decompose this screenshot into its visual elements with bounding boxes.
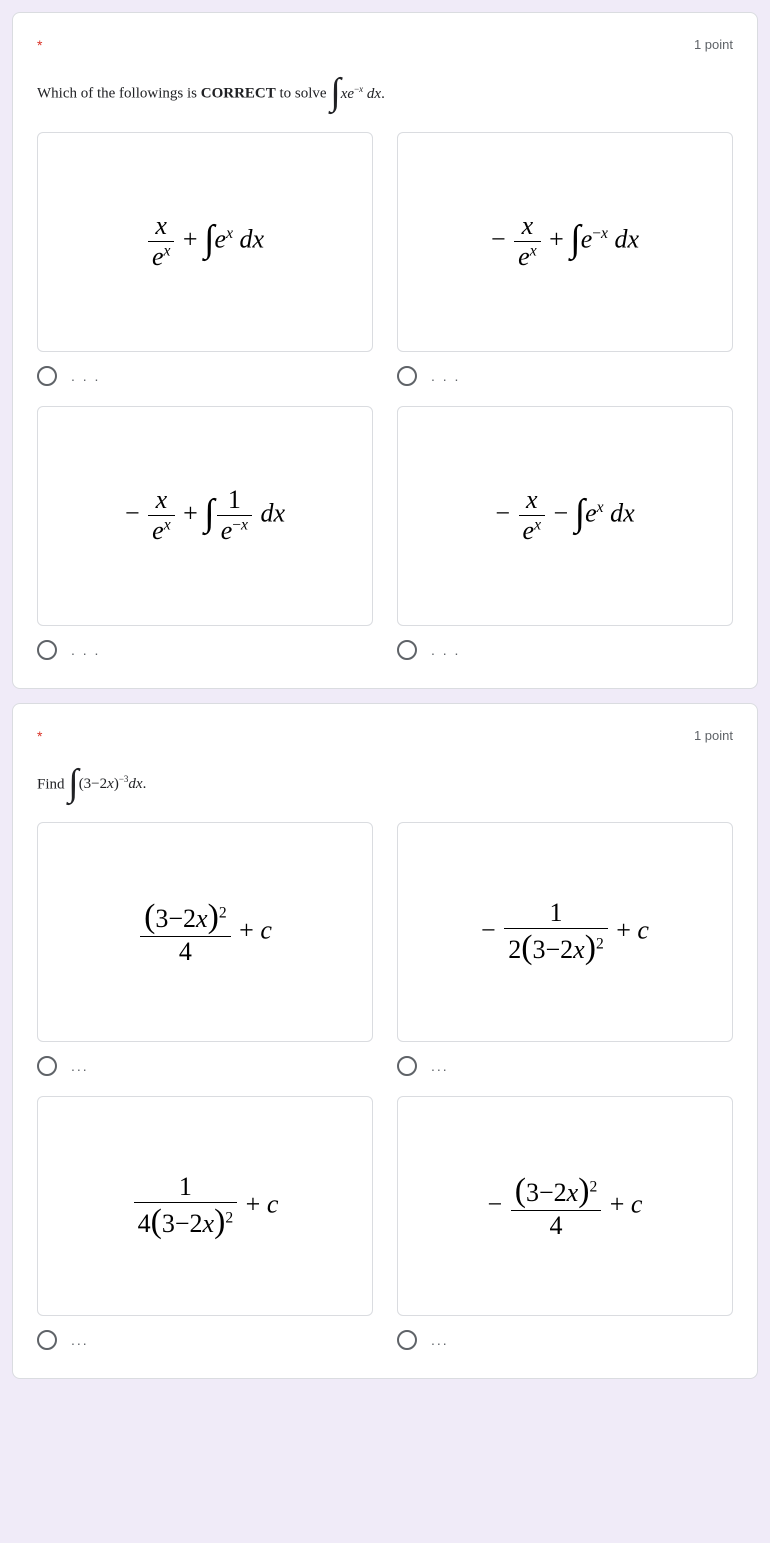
- radio-label: ...: [431, 1332, 449, 1348]
- question-header: * 1 point: [37, 37, 733, 53]
- radio-icon[interactable]: [37, 366, 57, 386]
- option-cell: − 12(3−2x)2 + c...: [397, 822, 733, 1076]
- radio-icon[interactable]: [37, 640, 57, 660]
- option-cell: − xex + ∫e−x dx . . .: [397, 132, 733, 386]
- option-formula: − xex − ∫ex dx: [495, 485, 634, 546]
- question-prefix: Find: [37, 776, 68, 792]
- radio-label: . . .: [71, 368, 100, 384]
- radio-option[interactable]: . . .: [37, 366, 373, 386]
- options-grid: xex + ∫ex dx. . .− xex + ∫e−x dx. . .− x…: [37, 132, 733, 660]
- option-formula: − (3−2x)24 + c: [488, 1172, 643, 1241]
- options-grid: (3−2x)24 + c...− 12(3−2x)2 + c...14(3−2x…: [37, 822, 733, 1350]
- radio-icon[interactable]: [397, 1330, 417, 1350]
- question-prefix: Which of the followings is: [37, 86, 201, 102]
- option-cell: xex + ∫ex dx . . .: [37, 132, 373, 386]
- formula-box: − xex + ∫e−x dx: [397, 132, 733, 352]
- radio-label: ...: [71, 1058, 89, 1074]
- option-formula: − 12(3−2x)2 + c: [481, 898, 649, 967]
- radio-label: . . .: [71, 642, 100, 658]
- radio-label: . . .: [431, 368, 460, 384]
- question-card: * 1 point Which of the followings is CORRE…: [12, 12, 758, 689]
- required-asterisk: *: [37, 728, 42, 744]
- formula-box: − xex − ∫ex dx: [397, 406, 733, 626]
- option-formula: − xex + ∫1e−x dx: [125, 485, 285, 546]
- radio-label: . . .: [431, 642, 460, 658]
- formula-box: − xex + ∫1e−x dx: [37, 406, 373, 626]
- option-cell: (3−2x)24 + c...: [37, 822, 373, 1076]
- radio-option[interactable]: . . .: [397, 640, 733, 660]
- radio-icon[interactable]: [397, 640, 417, 660]
- formula-box: (3−2x)24 + c: [37, 822, 373, 1042]
- question-formula: ∫(3−2x)−3dx.: [68, 776, 146, 792]
- question-bold: CORRECT: [201, 86, 276, 102]
- radio-option[interactable]: ...: [397, 1056, 733, 1076]
- radio-label: ...: [431, 1058, 449, 1074]
- formula-box: − 12(3−2x)2 + c: [397, 822, 733, 1042]
- radio-icon[interactable]: [397, 1056, 417, 1076]
- option-formula: xex + ∫ex dx: [146, 211, 264, 272]
- question-text: Find ∫(3−2x)−3dx.: [37, 772, 733, 799]
- radio-option[interactable]: ...: [37, 1056, 373, 1076]
- radio-option[interactable]: . . .: [37, 640, 373, 660]
- radio-option[interactable]: ...: [37, 1330, 373, 1350]
- option-cell: − (3−2x)24 + c...: [397, 1096, 733, 1350]
- required-asterisk: *: [37, 37, 42, 53]
- formula-box: xex + ∫ex dx: [37, 132, 373, 352]
- radio-label: ...: [71, 1332, 89, 1348]
- option-formula: (3−2x)24 + c: [138, 898, 272, 967]
- radio-icon[interactable]: [397, 366, 417, 386]
- formula-box: 14(3−2x)2 + c: [37, 1096, 373, 1316]
- radio-option[interactable]: . . .: [397, 366, 733, 386]
- formula-box: − (3−2x)24 + c: [397, 1096, 733, 1316]
- option-cell: − xex − ∫ex dx . . .: [397, 406, 733, 660]
- question-header: * 1 point: [37, 728, 733, 744]
- question-suffix: to solve: [276, 86, 331, 102]
- question-card: * 1 point Find ∫(3−2x)−3dx. (3−2x)24 + c...…: [12, 703, 758, 1380]
- points-label: 1 point: [694, 37, 733, 52]
- option-cell: 14(3−2x)2 + c...: [37, 1096, 373, 1350]
- radio-option[interactable]: ...: [397, 1330, 733, 1350]
- radio-icon[interactable]: [37, 1056, 57, 1076]
- option-formula: − xex + ∫e−x dx: [491, 211, 639, 272]
- option-formula: 14(3−2x)2 + c: [132, 1172, 279, 1241]
- question-formula: ∫xe−x dx.: [330, 86, 385, 102]
- radio-icon[interactable]: [37, 1330, 57, 1350]
- question-text: Which of the followings is CORRECT to so…: [37, 81, 733, 108]
- points-label: 1 point: [694, 728, 733, 743]
- option-cell: − xex + ∫1e−x dx . . .: [37, 406, 373, 660]
